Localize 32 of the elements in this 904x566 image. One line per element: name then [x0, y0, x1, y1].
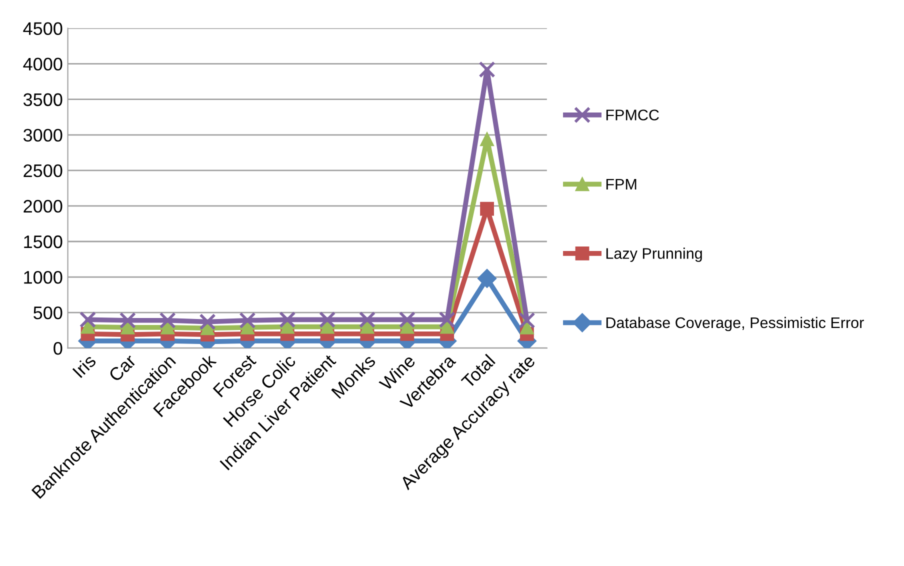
point — [477, 268, 497, 288]
y-tick-label: 4500 — [23, 22, 62, 36]
point — [199, 313, 216, 330]
y-tick-label: 2500 — [24, 164, 62, 178]
y-tick-label: 1500 — [24, 235, 62, 248]
point — [480, 202, 494, 216]
point — [79, 311, 96, 328]
point — [480, 132, 494, 146]
point — [358, 311, 376, 328]
y-tick-label: 3000 — [23, 128, 62, 142]
y-tick-label: 1000 — [24, 270, 62, 284]
point — [120, 320, 135, 334]
legend-label: Database Coverage, Pessimistic Error — [606, 316, 864, 332]
point — [159, 312, 176, 329]
point — [240, 320, 254, 334]
legend-label: FPM — [606, 178, 636, 190]
legend-label: FPMCC — [606, 110, 659, 120]
point — [518, 312, 536, 329]
y-tick-label: 3500 — [23, 93, 62, 106]
y-tick-label: 500 — [34, 306, 62, 320]
point — [160, 320, 175, 334]
point — [239, 312, 256, 329]
legend-label: Lazy Prunning — [606, 248, 702, 262]
y-tick-label: 4000 — [23, 58, 62, 71]
point — [279, 311, 296, 328]
point — [318, 311, 336, 328]
point — [438, 311, 456, 328]
y-tick-label: 2000 — [24, 200, 62, 213]
point — [119, 312, 136, 329]
point — [398, 311, 416, 328]
point — [478, 61, 496, 78]
y-tick-label: 0 — [54, 342, 62, 355]
